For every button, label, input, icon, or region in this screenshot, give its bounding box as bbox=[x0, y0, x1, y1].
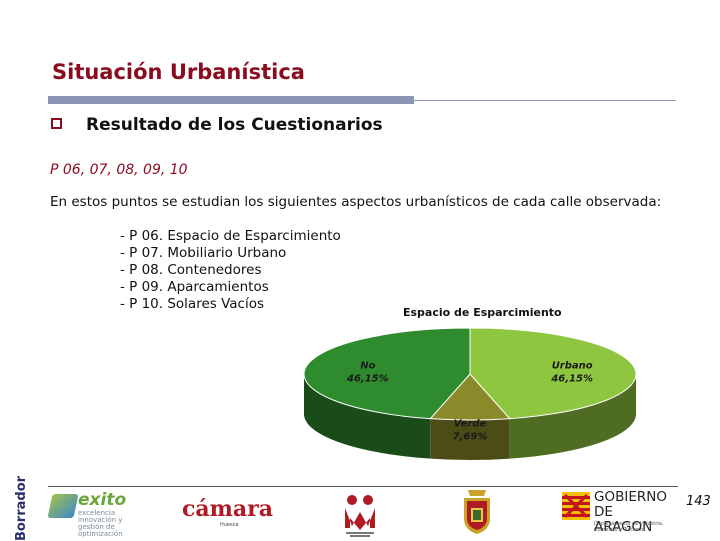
section-heading: Resultado de los Cuestionarios bbox=[86, 115, 383, 135]
aragon-logo-name: GOBIERNO DE ARAGON bbox=[594, 490, 674, 535]
list-item: - P 09. Aparcamientos bbox=[120, 279, 269, 295]
points-line: P 06, 07, 08, 09, 10 bbox=[50, 162, 188, 178]
pie-slice-side bbox=[430, 418, 510, 460]
chart-title: Espacio de Esparcimiento bbox=[403, 306, 562, 319]
watermark-text: Borrador bbox=[14, 475, 30, 541]
aragon-logo-line2: DE ARAGON bbox=[594, 504, 653, 535]
page-title: Situación Urbanística bbox=[52, 60, 305, 84]
intro-paragraph: En estos puntos se estudian los siguient… bbox=[50, 194, 662, 210]
aspects-list: - P 06. Espacio de Esparcimiento - P 07.… bbox=[120, 228, 341, 313]
pie-slice-label: Verde bbox=[454, 419, 487, 430]
list-item: - P 06. Espacio de Esparcimiento bbox=[120, 228, 341, 244]
association-logo bbox=[345, 495, 375, 537]
square-bullet-icon bbox=[51, 118, 62, 129]
exito-logo-word: exito bbox=[78, 490, 127, 510]
camara-logo-subtext: Huesca bbox=[220, 522, 239, 528]
pie-slice-urbano bbox=[469, 327, 637, 420]
pie-slice-label: Urbano bbox=[552, 361, 593, 372]
title-underline-bar bbox=[48, 96, 414, 104]
exito-logo-mark bbox=[47, 494, 79, 518]
exito-logo: exito excelencia innovación y gestión de… bbox=[47, 490, 130, 538]
footer-rule bbox=[48, 486, 678, 487]
aragon-flag-icon bbox=[562, 492, 590, 520]
list-item: - P 07. Mobiliario Urbano bbox=[120, 245, 287, 261]
pie-chart: Urbano 46,15% Verde 7,69% No 46,15% bbox=[303, 327, 637, 460]
camara-logo-word: cámara bbox=[182, 496, 274, 522]
coat-of-arms-icon bbox=[464, 490, 490, 534]
title-underline-rule bbox=[414, 100, 676, 101]
pie-slice-side bbox=[304, 374, 431, 459]
pie-slice-value: 46,15% bbox=[550, 374, 593, 385]
list-item: - P 10. Solares Vacíos bbox=[120, 296, 265, 312]
page-number: 143 bbox=[686, 494, 711, 509]
aragon-logo-subtext: Departamento de Industria, Comercio y Tu… bbox=[594, 521, 664, 533]
pie-slice-value: 46,15% bbox=[346, 374, 389, 385]
pie-slice-no bbox=[303, 327, 471, 420]
aragon-logo-line1: GOBIERNO bbox=[594, 489, 667, 505]
list-item: - P 08. Contenedores bbox=[120, 262, 262, 278]
pie-slice-value: 7,69% bbox=[453, 432, 488, 443]
pie-slice-side bbox=[509, 374, 636, 459]
exito-logo-subtext: excelencia innovación y gestión de optim… bbox=[78, 509, 123, 538]
camara-logo: cámara Huesca bbox=[182, 496, 282, 532]
pie-slice-label: No bbox=[360, 361, 375, 372]
gobierno-aragon-logo: GOBIERNO DE ARAGON Departamento de Indus… bbox=[562, 490, 674, 536]
draft-watermark: Borrador bbox=[12, 475, 32, 540]
